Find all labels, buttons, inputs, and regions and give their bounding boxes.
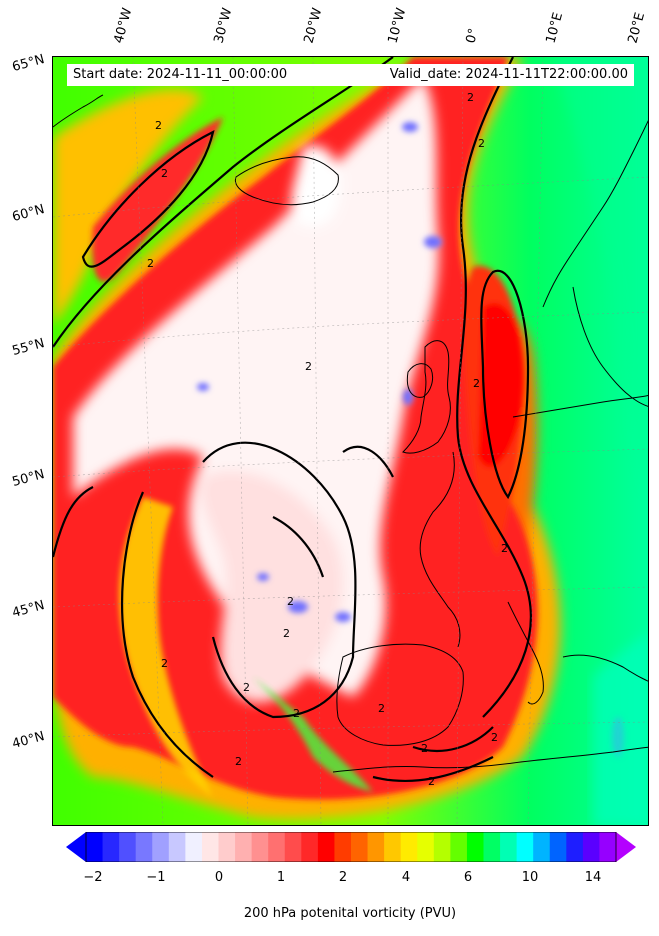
colorbar-segment (450, 832, 468, 862)
colorbar-tick-label: 4 (401, 870, 411, 885)
colorbar-segment (218, 832, 236, 862)
iceland-coastline (234, 156, 339, 206)
colorbar-segment (301, 832, 319, 862)
contour-label: 2 (283, 627, 290, 640)
colorbar-segment (86, 832, 104, 862)
colorbar-extend-high (616, 832, 636, 862)
lat-label-60n: 60°N (10, 202, 47, 225)
lon-label-10e: 10°E (543, 10, 567, 46)
colorbar-segment (251, 832, 269, 862)
contour-label: 2 (473, 377, 480, 390)
colorbar-segment (317, 832, 335, 862)
colorbar-segment (351, 832, 369, 862)
map-header-box: Start date: 2024-11-11_00:00:00 Valid_da… (67, 64, 634, 86)
lon-label-0: 0° (463, 26, 482, 45)
lon-label-30w: 30°W (211, 6, 236, 45)
valid-date-label: Valid_date: 2024-11-11T22:00:00.00 (389, 67, 628, 82)
contour-label: 2 (155, 119, 162, 132)
colorbar-segment (400, 832, 418, 862)
colorbar-segment (334, 832, 352, 862)
great-britain-coastline (402, 340, 451, 454)
colorbar-segment (168, 832, 186, 862)
contour-label: 2 (421, 742, 428, 755)
colorbar-segment (135, 832, 153, 862)
contour-label: 2 (378, 702, 385, 715)
colorbar-segment (483, 832, 501, 862)
contour-label: 2 (491, 731, 498, 744)
lon-label-20e: 20°E (625, 10, 649, 46)
colorbar-segment (201, 832, 219, 862)
colorbar-label: 200 hPa potenital vorticity (PVU) (243, 906, 457, 921)
colorbar-tick-label: −2 (83, 870, 103, 885)
contour-label: 2 (161, 167, 168, 180)
colorbar-segment (284, 832, 302, 862)
colorbar-extend-low (66, 832, 86, 862)
colorbar-segment (268, 832, 286, 862)
iberia-coastline (336, 643, 464, 746)
colorbar-segment (152, 832, 170, 862)
lat-label-45n: 45°N (10, 598, 47, 621)
contour-label: 2 (287, 595, 294, 608)
contour-label: 2 (428, 775, 435, 788)
colorbar-segment (235, 832, 253, 862)
pv-2pvu-contours (53, 57, 532, 783)
colorbar-segment (119, 832, 137, 862)
colorbar-tick-label: 14 (584, 870, 602, 885)
colorbar-tick-label: 6 (463, 870, 473, 885)
greenland-coastline (53, 94, 104, 128)
colorbar-tick-label: 2 (338, 870, 348, 885)
lat-label-65n: 65°N (10, 52, 47, 75)
contour-label: 2 (467, 91, 474, 104)
contour-label: 2 (478, 137, 485, 150)
colorbar-segment (417, 832, 435, 862)
contour-labels: 2 2 2 2 2 2 2 2 2 2 2 2 2 2 2 2 2 2 (147, 91, 508, 788)
scandinavia-coastline (542, 120, 648, 308)
colorbar (66, 832, 636, 862)
start-date-label: Start date: 2024-11-11_00:00:00 (73, 67, 288, 82)
colorbar-segment (599, 832, 617, 862)
pv-map: 2 2 2 2 2 2 2 2 2 2 2 2 2 2 2 2 2 2 (52, 56, 649, 826)
colorbar-segment (549, 832, 567, 862)
colorbar-frame (85, 832, 617, 862)
lon-label-20w: 20°W (301, 6, 326, 45)
colorbar-segment (500, 832, 518, 862)
colorbar-segment (533, 832, 551, 862)
colorbar-segment (384, 832, 402, 862)
lon-label-40w: 40°W (111, 6, 136, 45)
colorbar-tick-label: −1 (146, 870, 166, 885)
contour-label: 2 (243, 681, 250, 694)
contour-label: 2 (293, 707, 300, 720)
lat-label-55n: 55°N (10, 336, 47, 359)
lat-label-40n: 40°N (10, 729, 47, 752)
colorbar-segments (86, 832, 617, 862)
italy-coastline (507, 601, 544, 705)
lat-label-50n: 50°N (10, 467, 47, 490)
ireland-coastline (406, 363, 434, 398)
colorbar-segment (185, 832, 203, 862)
contour-label: 2 (501, 542, 508, 555)
colorbar-segment (582, 832, 600, 862)
contour-label: 2 (305, 360, 312, 373)
lon-label-10w: 10°W (385, 6, 410, 45)
pv-trough-core (73, 77, 439, 703)
contour-label: 2 (161, 657, 168, 670)
colorbar-tick-label: 1 (276, 870, 286, 885)
colorbar-segment (102, 832, 120, 862)
colorbar-tick-label: 10 (521, 870, 539, 885)
colorbar-tick-label: 0 (214, 870, 224, 885)
coastlines (53, 94, 648, 773)
pv-field-svg: 2 2 2 2 2 2 2 2 2 2 2 2 2 2 2 2 2 2 (53, 57, 648, 825)
colorbar-segment (566, 832, 584, 862)
contour-label: 2 (235, 755, 242, 768)
colorbar-segment (367, 832, 385, 862)
colorbar-segment (516, 832, 534, 862)
graticule (53, 57, 648, 825)
colorbar-segment (466, 832, 484, 862)
colorbar-segment (433, 832, 451, 862)
contour-label: 2 (147, 257, 154, 270)
france-coastline (419, 451, 461, 648)
north-africa-coastline (332, 746, 648, 773)
